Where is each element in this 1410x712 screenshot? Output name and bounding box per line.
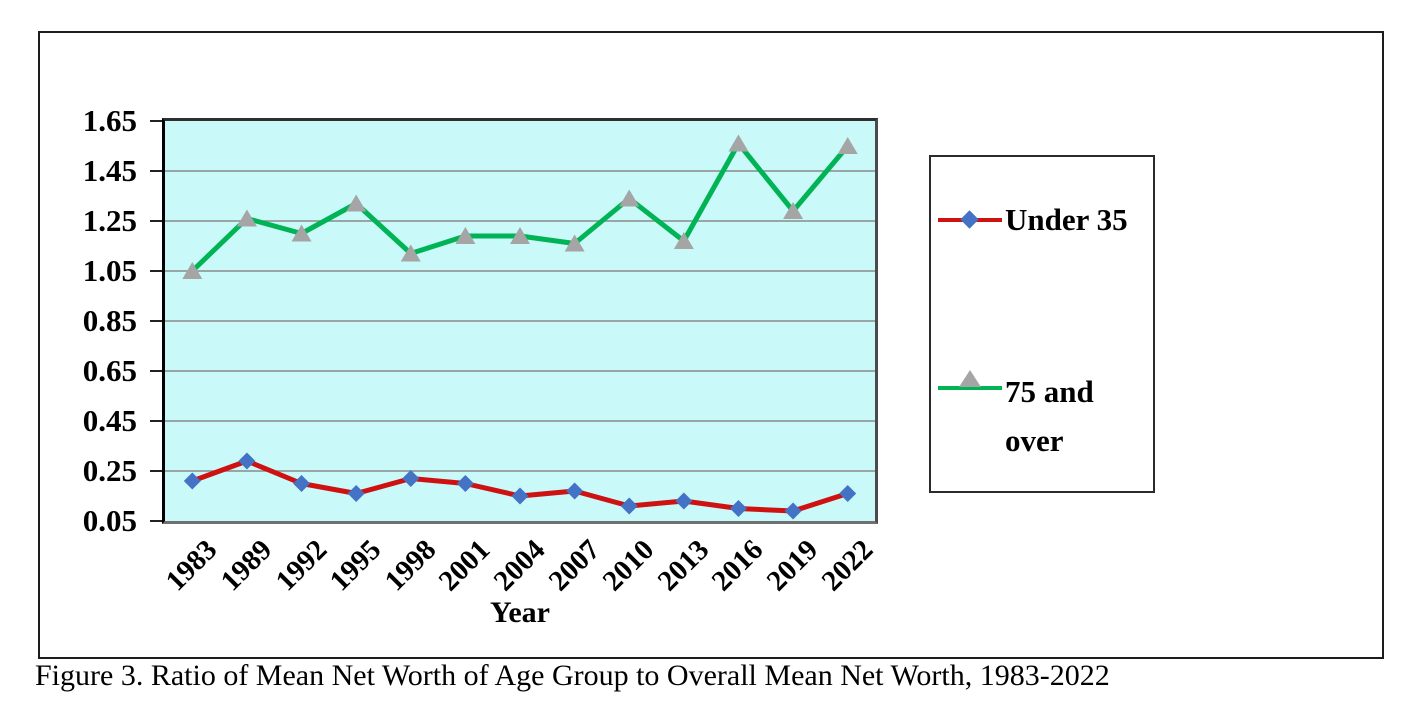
y-tick-mark xyxy=(150,470,165,472)
y-tick-label: 0.45 xyxy=(82,403,137,438)
legend-line-75-and-over xyxy=(938,386,1002,390)
y-tick-label: 0.25 xyxy=(82,453,137,488)
triangle-marker-icon xyxy=(510,227,530,244)
diamond-marker-icon xyxy=(566,482,584,500)
figure-caption: Figure 3. Ratio of Mean Net Worth of Age… xyxy=(35,659,1110,692)
diamond-marker-icon xyxy=(293,475,311,492)
y-tick-label: 1.65 xyxy=(82,103,137,138)
y-tick-mark xyxy=(150,170,165,172)
diamond-marker-icon xyxy=(511,487,529,505)
y-tick-mark xyxy=(150,370,165,372)
y-tick-label: 1.25 xyxy=(82,203,137,238)
triangle-marker-icon xyxy=(837,137,858,154)
diamond-marker-icon xyxy=(729,500,747,517)
plot-area xyxy=(162,118,878,524)
triangle-marker-icon xyxy=(959,370,981,387)
diamond-marker-icon xyxy=(402,470,420,487)
triangle-marker-icon xyxy=(673,232,694,249)
triangle-marker-icon xyxy=(564,234,585,252)
triangle-marker-icon xyxy=(783,202,804,219)
y-tick-mark xyxy=(150,220,165,222)
diamond-marker-icon xyxy=(238,452,256,470)
triangle-marker-icon xyxy=(346,194,367,212)
diamond-marker-icon xyxy=(183,472,201,490)
diamond-marker-icon xyxy=(620,497,638,515)
y-tick-mark xyxy=(150,420,165,422)
diamond-marker-icon xyxy=(456,475,474,492)
triangle-marker-icon xyxy=(455,227,476,244)
chart-canvas xyxy=(165,134,875,520)
diamond-marker-icon xyxy=(784,502,802,520)
x-axis-title: Year xyxy=(490,596,550,629)
legend-label-under-35: Under 35 xyxy=(1005,202,1128,237)
diamond-marker-icon xyxy=(839,485,857,502)
y-tick-label: 0.85 xyxy=(82,303,137,338)
y-tick-mark xyxy=(150,270,165,272)
legend: Under 35 75 and over xyxy=(929,155,1155,493)
y-tick-label: 0.65 xyxy=(82,353,137,388)
triangle-marker-icon xyxy=(400,244,421,262)
triangle-marker-icon xyxy=(619,189,640,207)
triangle-marker-icon xyxy=(236,209,257,227)
diamond-marker-icon xyxy=(675,492,693,510)
series-line-75-and-over xyxy=(190,141,850,273)
y-tick-mark xyxy=(150,320,165,322)
y-tick-label: 0.05 xyxy=(82,503,137,538)
y-tick-label: 1.05 xyxy=(82,253,137,288)
y-tick-label: 1.45 xyxy=(82,153,137,188)
triangle-marker-icon xyxy=(291,224,312,242)
triangle-marker-icon xyxy=(728,134,749,152)
legend-label-75-and-over: 75 and over xyxy=(1005,374,1094,458)
diamond-marker-icon xyxy=(960,210,979,229)
y-tick-mark xyxy=(150,120,165,122)
y-tick-mark xyxy=(150,520,165,522)
diamond-marker-icon xyxy=(347,485,365,502)
triangle-marker-icon xyxy=(182,262,203,279)
